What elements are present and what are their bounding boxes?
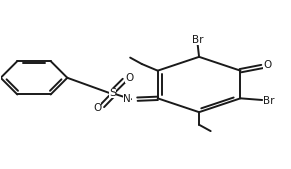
Text: N: N [123,94,131,104]
Text: O: O [263,60,272,70]
Text: O: O [93,103,101,113]
Text: Br: Br [192,35,203,45]
Text: O: O [125,73,134,83]
Text: S: S [109,88,116,98]
Text: Br: Br [263,96,274,106]
